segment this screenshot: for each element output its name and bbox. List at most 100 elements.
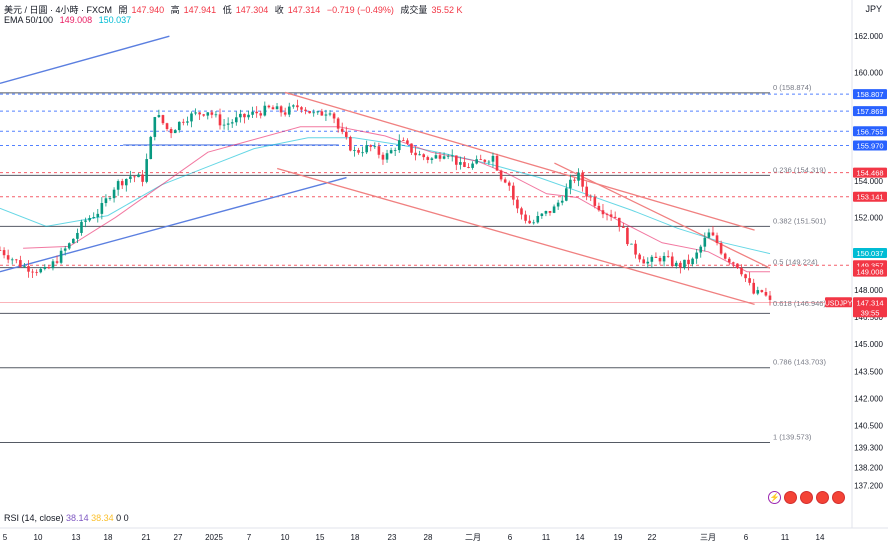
candle-body [275, 106, 279, 110]
candle-body [96, 213, 100, 218]
candle-body [153, 117, 157, 137]
candle-body [569, 179, 572, 189]
candle-body [332, 113, 336, 119]
y-tick-label: 140.500 [854, 422, 883, 431]
candle-body [320, 111, 324, 116]
volume-label: 成交量 [400, 5, 428, 15]
candle-body [650, 256, 654, 262]
candle-body [385, 153, 389, 160]
candle-body [51, 261, 55, 269]
candle-body [397, 140, 401, 151]
price-tag-label: 150.037 [856, 249, 883, 258]
candle-body [442, 156, 446, 159]
x-tick-label: 28 [424, 533, 433, 542]
x-tick-label: 14 [816, 533, 825, 542]
candle-body [283, 112, 287, 115]
candle-body [687, 259, 690, 265]
us-flag-icon[interactable] [832, 491, 845, 504]
ema100-line [0, 137, 771, 255]
x-tick-label: 三月 [700, 533, 716, 542]
candle-body [108, 198, 112, 199]
price-tag [853, 89, 887, 100]
candle-body [141, 174, 144, 182]
candle-body [699, 246, 703, 253]
x-tick-label: 5 [3, 533, 8, 542]
candle-body [491, 155, 495, 162]
candle-body [622, 226, 625, 228]
candle-body [206, 112, 210, 116]
ema-legend: EMA 50/100 149.008 150.037 [4, 15, 135, 25]
rsi-label: RSI (14, close) [4, 513, 64, 523]
candle-body [499, 170, 503, 180]
candle-body [210, 112, 214, 115]
candle-body [756, 290, 760, 294]
candle-body [324, 114, 328, 116]
rsi-value-1: 38.14 [66, 513, 89, 523]
candle-body [381, 154, 385, 160]
candle-body [377, 146, 381, 155]
candle-body [544, 210, 548, 214]
open-value: 147.940 [131, 5, 165, 15]
candle-body [695, 252, 698, 259]
candle-body [744, 274, 747, 279]
us-flag-icon[interactable] [816, 491, 829, 504]
fib-label: 0 (158.874) [773, 83, 812, 92]
candle-body [707, 232, 711, 238]
candle-body [516, 199, 519, 209]
candle-body [35, 271, 38, 273]
x-tick-label: 21 [142, 533, 151, 542]
candle-body [552, 206, 556, 213]
high-value: 147.941 [183, 5, 217, 15]
symbol-header: 美元 / 日圓 · 4小時 · FXCM 開 147.940 高 147.941 低… [4, 3, 466, 16]
candle-body [532, 222, 536, 224]
candle-body [393, 150, 397, 151]
candle-body [92, 217, 96, 218]
candle-body [157, 115, 161, 118]
price-tag [853, 247, 887, 258]
candle-body [524, 214, 527, 221]
candle-body [304, 109, 307, 112]
x-tick-label: 19 [614, 533, 623, 542]
candle-body [173, 130, 177, 134]
candle-body [764, 292, 768, 296]
y-tick-label: 139.300 [854, 443, 883, 452]
candle-body [177, 121, 181, 131]
candle-body [55, 261, 59, 263]
candle-body [768, 295, 772, 300]
candle-body [406, 140, 409, 144]
candle-body [414, 152, 417, 156]
candle-body [617, 217, 621, 227]
candle-body [287, 106, 291, 115]
close-value: 147.314 [287, 5, 321, 15]
candle-body [292, 105, 295, 107]
candle-body [454, 155, 458, 165]
candle-body [218, 114, 222, 126]
candle-body [226, 123, 230, 125]
candle-body [124, 178, 128, 186]
candle-body [630, 243, 633, 245]
lightning-icon[interactable]: ⚡ [768, 491, 781, 504]
us-flag-icon[interactable] [800, 491, 813, 504]
ema50-line [23, 126, 770, 273]
candle-body [528, 220, 531, 224]
x-tick-label: 14 [576, 533, 585, 542]
price-tag [853, 140, 887, 151]
candle-body [422, 154, 426, 158]
event-icons: ⚡ [768, 491, 845, 504]
candle-body [39, 268, 43, 273]
candle-body [593, 197, 597, 206]
price-tag-label: 155.970 [856, 141, 883, 150]
price-tag-label: 147.314 [856, 298, 883, 307]
candle-body [679, 262, 682, 268]
candle-body [214, 114, 218, 116]
x-tick-label: 10 [281, 533, 290, 542]
candle-body [483, 159, 487, 162]
candle-body [573, 179, 576, 181]
x-tick-label: 6 [508, 533, 513, 542]
us-flag-icon[interactable] [784, 491, 797, 504]
candle-body [654, 256, 658, 258]
candle-body [271, 107, 275, 110]
candle-body [259, 113, 263, 116]
y-tick-label: 152.000 [854, 213, 883, 222]
